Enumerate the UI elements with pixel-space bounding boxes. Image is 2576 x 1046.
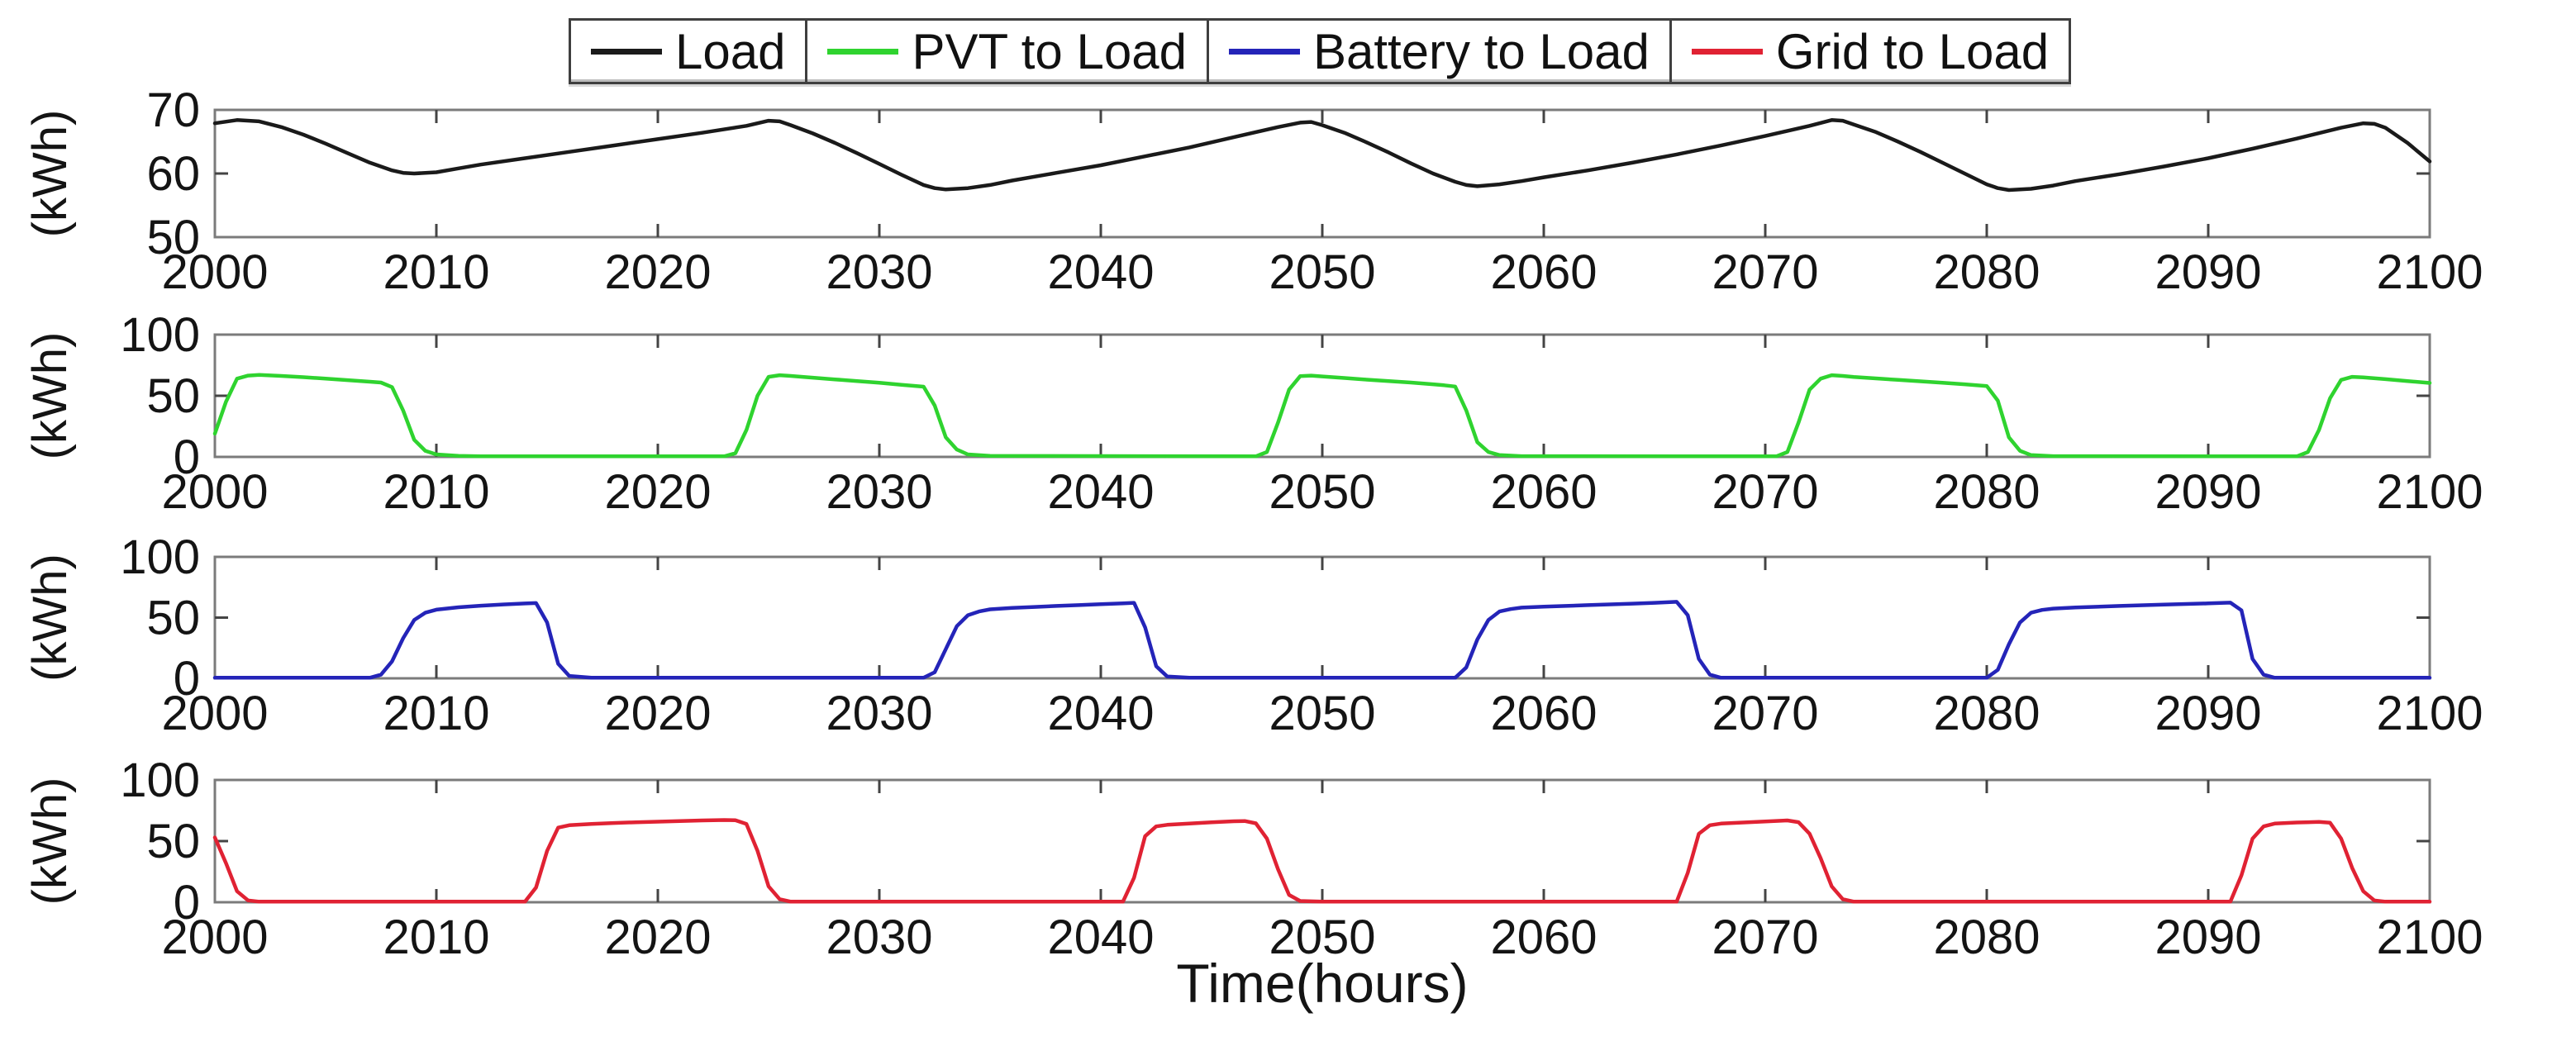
- y-tick-label: 60: [146, 147, 200, 201]
- x-tick-label: 2020: [604, 245, 711, 299]
- x-tick-label: 2020: [604, 910, 711, 964]
- load-line: [212, 118, 2432, 193]
- x-tick-label: 2040: [1047, 687, 1154, 740]
- x-tick-label: 2100: [2376, 910, 2483, 964]
- x-tick-label: 2020: [604, 465, 711, 519]
- x-tick-label: 2050: [1269, 910, 1375, 964]
- legend-item-pvt: PVT to Load: [805, 21, 1206, 82]
- x-tick-label: 2020: [604, 687, 711, 740]
- y-tick-label: 0: [174, 876, 200, 930]
- y-axis-label: (kWh): [23, 554, 77, 682]
- x-tick-label: 2000: [161, 245, 268, 299]
- y-axis-label: (kWh): [23, 332, 77, 460]
- x-tick-label: 2080: [1933, 687, 2040, 740]
- y-tick-label: 100: [120, 530, 200, 584]
- y-tick-label: 50: [146, 369, 200, 423]
- plot-box-2: [213, 555, 2431, 680]
- x-tick-label: 2050: [1269, 245, 1375, 299]
- x-tick-label: 2050: [1269, 465, 1375, 519]
- x-tick-label: 2010: [383, 687, 489, 740]
- battery-line-sample: [1228, 48, 1300, 55]
- legend-item-grid: Grid to Load: [1669, 21, 2069, 82]
- x-tick-label: 2010: [383, 245, 489, 299]
- x-tick-label: 2100: [2376, 245, 2483, 299]
- y-tick-label: 50: [146, 592, 200, 645]
- x-tick-label: 2100: [2376, 465, 2483, 519]
- legend-item-battery: Battery to Load: [1206, 21, 1669, 82]
- x-tick-label: 2070: [1712, 245, 1818, 299]
- load-line-sample: [591, 48, 662, 55]
- x-tick-label: 2010: [383, 465, 489, 519]
- x-tick-label: 2060: [1490, 465, 1597, 519]
- y-tick-label: 50: [146, 815, 200, 868]
- y-axis-label: (kWh): [23, 110, 77, 238]
- y-tick-label: 0: [174, 430, 200, 484]
- grid-to-load-line: [212, 818, 2432, 904]
- x-tick-label: 2070: [1712, 687, 1818, 740]
- x-tick-label: 2040: [1047, 245, 1154, 299]
- y-tick-label: 100: [120, 308, 200, 362]
- y-tick-label: 100: [120, 754, 200, 807]
- y-axis-label: (kWh): [23, 777, 77, 906]
- x-tick-label: 2070: [1712, 910, 1818, 964]
- x-axis-title: Time(hours): [1176, 953, 1469, 1014]
- x-tick-label: 2080: [1933, 465, 2040, 519]
- plot-box-1: [213, 333, 2431, 459]
- x-tick-label: 2030: [826, 465, 932, 519]
- x-tick-label: 2000: [161, 465, 268, 519]
- legend: Load PVT to Load Battery to Load Grid to…: [569, 18, 2072, 84]
- x-tick-label: 2080: [1933, 245, 2040, 299]
- x-tick-label: 2060: [1490, 687, 1597, 740]
- x-tick-label: 2090: [2155, 245, 2261, 299]
- battery-to-load-line: [212, 600, 2432, 680]
- x-tick-label: 2040: [1047, 465, 1154, 519]
- legend-label-load: Load: [675, 23, 786, 79]
- x-tick-label: 2090: [2155, 687, 2261, 740]
- x-tick-label: 2080: [1933, 910, 2040, 964]
- x-tick-label: 2000: [161, 910, 268, 964]
- legend-label-battery: Battery to Load: [1312, 23, 1650, 79]
- x-tick-label: 2000: [161, 687, 268, 740]
- x-tick-label: 2040: [1047, 910, 1154, 964]
- legend-label-grid: Grid to Load: [1775, 23, 2050, 79]
- x-tick-label: 2030: [826, 910, 932, 964]
- y-tick-label: 70: [146, 83, 200, 137]
- plot-box-3: [213, 778, 2431, 904]
- x-tick-label: 2050: [1269, 687, 1375, 740]
- x-tick-label: 2070: [1712, 465, 1818, 519]
- legend-item-load: Load: [571, 21, 805, 82]
- x-tick-label: 2010: [383, 910, 489, 964]
- x-tick-label: 2090: [2155, 465, 2261, 519]
- plot-box-0: [213, 108, 2431, 239]
- pvt-line-sample: [827, 48, 899, 55]
- x-tick-label: 2060: [1490, 245, 1597, 299]
- y-tick-label: 0: [174, 652, 200, 706]
- x-tick-label: 2090: [2155, 910, 2261, 964]
- y-tick-label: 50: [146, 211, 200, 264]
- x-tick-label: 2060: [1490, 910, 1597, 964]
- legend-label-pvt: PVT to Load: [912, 23, 1187, 79]
- x-tick-label: 2030: [826, 687, 932, 740]
- x-tick-label: 2030: [826, 245, 932, 299]
- grid-line-sample: [1691, 48, 1763, 55]
- pvt-to-load-line: [212, 373, 2432, 459]
- x-tick-label: 2100: [2376, 687, 2483, 740]
